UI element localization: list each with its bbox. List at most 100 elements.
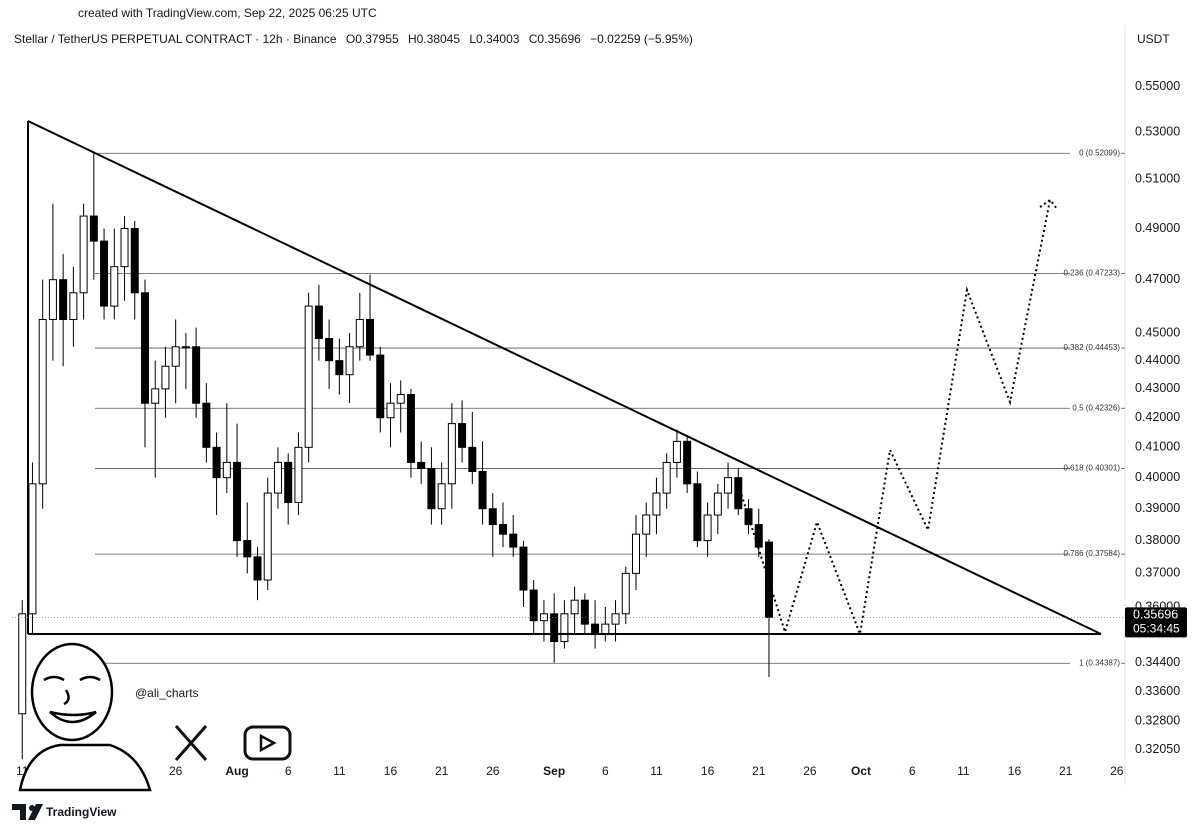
candle-body bbox=[79, 215, 88, 294]
candle-body bbox=[48, 279, 57, 320]
x-tick-label: 21 bbox=[752, 764, 766, 778]
candle-body bbox=[38, 318, 47, 485]
candle-body bbox=[724, 477, 733, 494]
avatar bbox=[18, 642, 152, 792]
ohlc-open: O0.37955 bbox=[346, 32, 399, 46]
candle-body bbox=[468, 446, 477, 473]
candle-body bbox=[550, 613, 559, 643]
candle-body bbox=[192, 346, 201, 404]
ohlc-change: −0.02259 (−5.95%) bbox=[590, 32, 693, 46]
projection-path bbox=[739, 199, 1051, 638]
currency: USDT bbox=[1137, 32, 1170, 46]
avatar-mouth bbox=[49, 710, 97, 724]
candle-body bbox=[693, 483, 702, 542]
created-note: created with TradingView.com, Sep 22, 20… bbox=[78, 6, 377, 20]
youtube-frame bbox=[243, 725, 292, 761]
brand-mark bbox=[12, 804, 43, 820]
candle-body bbox=[764, 541, 773, 618]
y-tick-label: 0.42000 bbox=[1135, 410, 1180, 424]
candle-body bbox=[488, 508, 497, 526]
avatar-head bbox=[30, 642, 114, 742]
candle-body bbox=[212, 446, 221, 479]
ohlc-close: C0.35696 bbox=[529, 32, 581, 46]
candle-body bbox=[683, 440, 692, 485]
y-tick-label: 0.55000 bbox=[1135, 79, 1180, 93]
x-logo bbox=[174, 725, 208, 761]
y-tick-label: 0.43000 bbox=[1135, 381, 1180, 395]
candle-body bbox=[427, 467, 436, 510]
candle-body bbox=[509, 533, 518, 548]
triangle bbox=[27, 120, 1102, 635]
x-tick-label: 6 bbox=[285, 764, 292, 778]
candle-body bbox=[284, 461, 293, 503]
fib-label: 0.618 (0.40301) bbox=[1064, 464, 1121, 473]
x-tick-label: 26 bbox=[486, 764, 500, 778]
candle-body bbox=[89, 215, 98, 242]
candle-body bbox=[386, 402, 395, 419]
y-tick-label: 0.41000 bbox=[1135, 440, 1180, 454]
candle-body bbox=[325, 338, 334, 362]
y-tick-label: 0.47000 bbox=[1135, 272, 1180, 286]
candle-body bbox=[59, 279, 68, 320]
candle-body bbox=[100, 240, 109, 307]
y-tick-label: 0.39000 bbox=[1135, 501, 1180, 515]
x-tick-label: Oct bbox=[851, 764, 871, 778]
candle-body bbox=[28, 483, 37, 615]
handle: @ali_charts bbox=[135, 686, 199, 700]
y-tick-label: 0.32050 bbox=[1135, 742, 1180, 756]
candle-body bbox=[120, 228, 129, 268]
candle-body bbox=[478, 471, 487, 510]
x-tick-label: 11 bbox=[957, 764, 970, 778]
candle-body bbox=[642, 514, 651, 535]
candle-body bbox=[345, 346, 354, 376]
candle-body bbox=[253, 556, 262, 581]
x-tick-label: 11 bbox=[333, 764, 346, 778]
candle-body bbox=[580, 599, 589, 625]
symbol: Stellar / TetherUS PERPETUAL CONTRACT · … bbox=[14, 32, 337, 46]
x-tick-label: 6 bbox=[602, 764, 609, 778]
x-tick-label: Sep bbox=[543, 764, 565, 778]
candle-body bbox=[570, 599, 579, 615]
candle-body bbox=[355, 318, 364, 348]
candle-body bbox=[140, 292, 149, 404]
y-tick-label: 0.51000 bbox=[1135, 172, 1180, 186]
x-tick-label: 21 bbox=[435, 764, 449, 778]
candle-body bbox=[171, 346, 180, 367]
candle-body bbox=[601, 623, 610, 636]
candle-body bbox=[151, 388, 160, 404]
candle-body bbox=[652, 492, 661, 516]
candle-body bbox=[406, 394, 415, 463]
candle-body bbox=[263, 492, 272, 581]
candle-body bbox=[161, 365, 170, 390]
x-logo-stroke bbox=[174, 725, 208, 761]
candle-body bbox=[130, 228, 139, 294]
y-tick-label: 0.38000 bbox=[1135, 533, 1180, 547]
candle-body bbox=[611, 613, 620, 625]
projection-arrow bbox=[1039, 198, 1059, 211]
last-price-label: 0.35696 bbox=[1133, 608, 1178, 622]
fib-label: 0.786 (0.37584) bbox=[1064, 549, 1121, 558]
fib-label: 0.382 (0.44453) bbox=[1064, 343, 1121, 352]
candle-body bbox=[458, 423, 467, 448]
candle-body bbox=[396, 394, 405, 404]
x-tick-label: 26 bbox=[803, 764, 817, 778]
candle-body bbox=[631, 533, 640, 574]
youtube-logo bbox=[243, 725, 292, 761]
candle-body bbox=[744, 508, 753, 526]
candle-body bbox=[376, 354, 385, 419]
fib-label: 1 (0.34387) bbox=[1079, 658, 1120, 667]
candle-body bbox=[304, 305, 313, 448]
candle-body bbox=[672, 440, 681, 463]
candle-body bbox=[273, 461, 282, 494]
candle-body bbox=[366, 318, 375, 356]
candle-body bbox=[294, 446, 303, 503]
candle-body bbox=[560, 613, 569, 643]
fib-label: 0.5 (0.42326) bbox=[1072, 403, 1120, 412]
candle-body bbox=[110, 266, 119, 307]
brand: TradingView bbox=[46, 805, 117, 819]
candle-body bbox=[335, 360, 344, 376]
axes-layer: 0.55000 0.53000 0.51000 0.49000 0.47000 0.450… bbox=[16, 79, 1180, 778]
